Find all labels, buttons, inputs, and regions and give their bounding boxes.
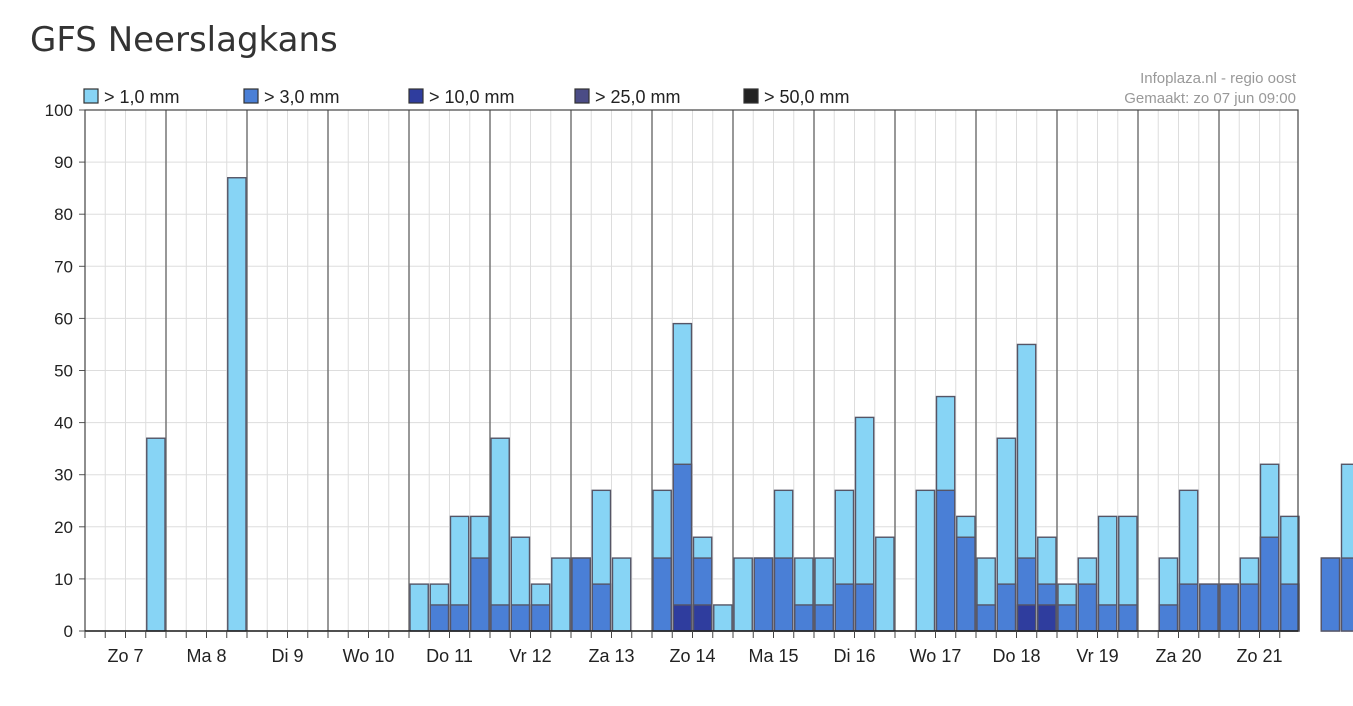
y-tick-label: 10 (54, 570, 73, 589)
y-tick-label: 60 (54, 309, 73, 328)
x-tick-label: Wo 10 (343, 646, 395, 666)
bar-2-37 (834, 583, 855, 632)
bar-2-48 (1057, 604, 1077, 632)
x-tick-label: Wo 17 (910, 646, 962, 666)
chart-created-timestamp: Gemaakt: zo 07 jun 09:00 (1124, 90, 1296, 107)
x-tick-label: Vr 12 (509, 646, 551, 666)
y-tick-label: 100 (45, 101, 73, 120)
x-tick-label: Ma 15 (748, 646, 798, 666)
bar-3-46 (1016, 604, 1037, 632)
legend-swatch (83, 88, 99, 104)
bar-2-18 (449, 604, 470, 632)
bar-1-20 (490, 437, 510, 632)
legend-label: > 10,0 mm (429, 87, 515, 107)
bar-1-41 (915, 489, 936, 632)
bar-1-3 (146, 437, 166, 632)
bar-2-50 (1097, 604, 1118, 632)
page-title: GFS Neerslagkans (30, 20, 338, 60)
bar-2-61 (1320, 557, 1341, 632)
chart-legend: > 1,0 mm > 3,0 mm > 10,0 mm > 25,0 mm > 50,0… (83, 87, 850, 107)
bar-1-23 (551, 557, 571, 632)
bar-2-49 (1077, 583, 1098, 632)
bar-2-45 (996, 583, 1017, 632)
bar-3-29 (672, 604, 693, 632)
y-tick-label: 80 (54, 205, 73, 224)
bar-1-7 (227, 177, 247, 632)
legend-swatch (574, 88, 590, 104)
bar-2-51 (1118, 604, 1138, 632)
y-tick-label: 90 (54, 153, 73, 172)
bar-1-39 (875, 536, 895, 632)
bar-2-54 (1178, 583, 1199, 632)
x-tick-label: Vr 19 (1076, 646, 1118, 666)
x-tick-label: Do 11 (426, 646, 473, 666)
legend-label: > 25,0 mm (595, 87, 681, 107)
bar-2-59 (1280, 583, 1300, 632)
x-tick-label: Zo 7 (107, 646, 143, 666)
bar-2-33 (753, 557, 774, 632)
y-tick-label: 30 (54, 466, 73, 485)
chart-axes: 0 10 20 30 40 50 60 70 80 90 100 Zo 7 Ma 8 Di 9 Wo 10 D… (45, 101, 1299, 666)
bar-2-55 (1199, 583, 1219, 632)
bar-3-30 (692, 604, 713, 632)
bar-2-56 (1219, 583, 1239, 632)
bar-2-53 (1158, 604, 1179, 632)
y-tick-label: 70 (54, 257, 73, 276)
legend-swatch (408, 88, 424, 104)
bar-2-22 (530, 604, 551, 632)
bar-2-44 (976, 604, 996, 632)
bar-2-42 (935, 489, 956, 632)
bar-2-19 (470, 557, 490, 632)
bar-2-57 (1239, 583, 1260, 632)
x-tick-label: Di 9 (271, 646, 303, 666)
bar-2-38 (854, 583, 875, 632)
x-tick-label: Za 13 (588, 646, 634, 666)
bar-1-32 (733, 557, 753, 632)
legend-label: > 50,0 mm (764, 87, 850, 107)
y-tick-label: 40 (54, 414, 73, 433)
legend-swatch (243, 88, 259, 104)
bar-2-58 (1259, 536, 1280, 632)
bar-2-62 (1340, 557, 1353, 632)
x-tick-label: Di 16 (833, 646, 875, 666)
legend-swatch (743, 88, 759, 104)
bar-2-43 (956, 536, 976, 632)
x-tick-label: Za 20 (1155, 646, 1201, 666)
bar-2-36 (814, 604, 834, 632)
legend-label: > 1,0 mm (104, 87, 180, 107)
bar-2-17 (429, 604, 450, 632)
bar-1-16 (409, 583, 429, 632)
bar-1-31 (713, 604, 733, 632)
chart-grid (85, 109, 1298, 632)
bar-2-34 (773, 557, 794, 632)
bar-1-26 (611, 557, 632, 632)
x-tick-label: Ma 8 (186, 646, 226, 666)
bar-2-24 (571, 557, 591, 632)
bar-2-21 (510, 604, 531, 632)
x-tick-label: Zo 21 (1236, 646, 1282, 666)
chart-source: Infoplaza.nl - regio oost (1140, 70, 1297, 87)
x-tick-label: Do 18 (992, 646, 1040, 666)
legend-label: > 3,0 mm (264, 87, 340, 107)
y-tick-label: 50 (54, 362, 73, 381)
y-tick-label: 20 (54, 518, 73, 537)
y-tick-label: 0 (64, 622, 73, 641)
bar-2-28 (652, 557, 672, 632)
bar-3-47 (1037, 604, 1057, 632)
bar-2-20 (490, 604, 510, 632)
x-tick-label: Zo 14 (669, 646, 715, 666)
bar-2-35 (794, 604, 814, 632)
bar-2-25 (591, 583, 612, 632)
